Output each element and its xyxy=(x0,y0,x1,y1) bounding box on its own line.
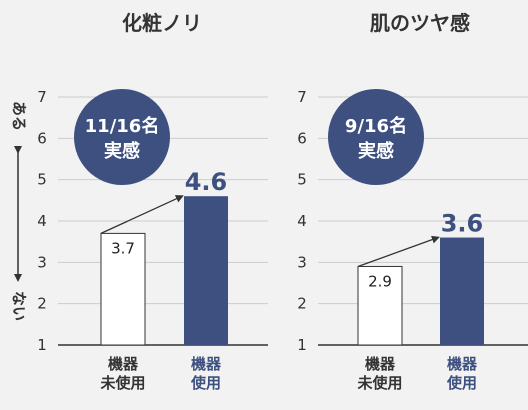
chart-title: 肌のツヤ感 xyxy=(370,11,470,35)
badge-count: 9/16名 xyxy=(345,115,407,137)
y-tick-label: 2 xyxy=(37,295,47,313)
badge-count: 11/16名 xyxy=(85,115,160,137)
y-tick-label: 4 xyxy=(37,212,47,230)
bar-after xyxy=(184,196,228,345)
y-tick-label: 1 xyxy=(37,336,47,354)
y-tick-label: 3 xyxy=(297,253,307,271)
y-tick-label: 5 xyxy=(37,171,47,189)
bar-after xyxy=(440,237,484,345)
chart-title: 化粧ノリ xyxy=(122,11,202,35)
bar-value-label: 3.6 xyxy=(441,210,484,238)
x-category-label: 機器未使用 xyxy=(99,355,145,392)
x-category-label: 機器未使用 xyxy=(356,355,402,392)
y-tick-label: 4 xyxy=(297,212,307,230)
y-tick-label: 6 xyxy=(37,129,47,147)
y-tick-label: 1 xyxy=(297,336,307,354)
badge-circle xyxy=(74,89,170,185)
bar-value-label: 4.6 xyxy=(185,168,228,196)
bar-before xyxy=(100,232,146,346)
x-category-label: 機器使用 xyxy=(446,355,478,392)
trend-arrow xyxy=(100,195,184,234)
y-tick-label: 7 xyxy=(37,88,47,106)
badge-label: 実感 xyxy=(358,140,394,162)
y-tick-label: 3 xyxy=(37,253,47,271)
scale-indicator: ある ない xyxy=(10,101,28,321)
y-tick-label: 7 xyxy=(297,88,307,106)
y-tick-label: 2 xyxy=(297,295,307,313)
bar-before xyxy=(357,265,403,346)
scale-bottom-label: ない xyxy=(10,291,28,321)
badge-label: 実感 xyxy=(104,140,140,162)
trend-arrow xyxy=(357,235,440,268)
y-tick-label: 5 xyxy=(297,171,307,189)
bar-value-label: 2.9 xyxy=(368,272,392,290)
x-category-label: 機器使用 xyxy=(190,355,222,392)
badge-circle xyxy=(328,89,424,185)
bar-value-label: 3.7 xyxy=(111,239,135,257)
y-tick-label: 6 xyxy=(297,129,307,147)
scale-top-label: ある xyxy=(10,101,28,131)
